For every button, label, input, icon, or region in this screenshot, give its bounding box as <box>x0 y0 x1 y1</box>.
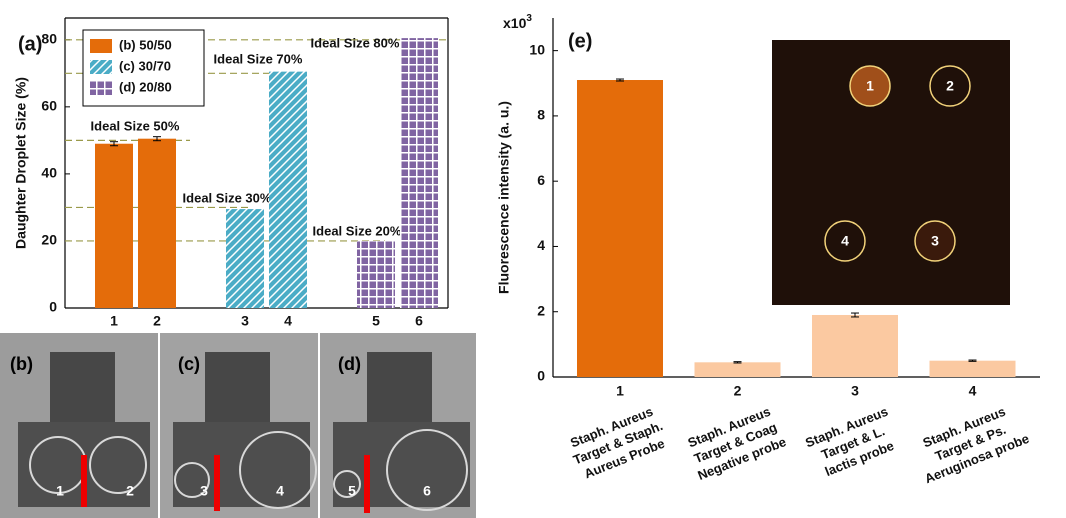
legend-swatch <box>90 39 112 53</box>
legend-label: (d) 20/80 <box>119 79 172 94</box>
spot-label: 3 <box>931 233 939 249</box>
y-tick-label: 0 <box>537 368 545 384</box>
legend-label: (b) 50/50 <box>119 37 172 52</box>
legend-label: (c) 30/70 <box>119 58 171 73</box>
bar <box>577 80 663 377</box>
spot-label: 4 <box>841 233 849 249</box>
y-scale-label: x103 <box>503 13 532 31</box>
y-axis-label: Fluorescence intensity (a. u.) <box>496 101 512 294</box>
inset-background <box>772 40 1010 305</box>
y-tick-label: 80 <box>41 30 57 46</box>
inset-image: 1 2 4 3 <box>772 40 1010 305</box>
figure: (b) (c) (d) 1 2 3 4 5 6 1 2 4 3 02040608… <box>0 0 1066 518</box>
x-tick-label: 1 <box>616 383 624 399</box>
channel <box>50 352 115 422</box>
bar <box>695 362 781 377</box>
reference-label: Ideal Size 20% <box>313 223 402 238</box>
panel-label: (e) <box>568 30 592 52</box>
page: {"chart_data": [ {"type": "bar", "panel_… <box>0 0 1066 518</box>
x-tick-label: 5 <box>372 313 380 329</box>
marker <box>364 455 370 513</box>
spot-label: 1 <box>866 78 874 94</box>
y-tick-label: 8 <box>537 107 545 123</box>
reference-label: Ideal Size 50% <box>91 118 180 133</box>
y-tick-label: 4 <box>537 237 545 253</box>
reference-label: Ideal Size 80% <box>311 35 400 50</box>
x-tick-label: 6 <box>415 313 423 329</box>
y-tick-label: 40 <box>41 165 57 181</box>
bar <box>357 241 395 308</box>
channel <box>205 352 270 422</box>
y-tick-label: 20 <box>41 232 57 248</box>
channel <box>367 352 432 422</box>
x-tick-label: 4 <box>284 313 292 329</box>
marker <box>81 455 87 507</box>
bar <box>226 209 264 308</box>
y-tick-label: 0 <box>49 299 57 315</box>
x-tick-label: 4 <box>969 383 977 399</box>
y-axis-label: Daughter Droplet Size (%) <box>13 77 29 249</box>
droplet-label: 6 <box>423 483 431 499</box>
reference-label: Ideal Size 70% <box>214 51 303 66</box>
bar <box>930 361 1016 377</box>
scale-exponent: 3 <box>526 13 532 24</box>
image-label: (d) <box>338 354 361 374</box>
y-tick-label: 60 <box>41 98 57 114</box>
legend-swatch <box>90 81 112 95</box>
x-tick-label: 1 <box>110 313 118 329</box>
y-tick-label: 6 <box>537 172 545 188</box>
droplet-label: 3 <box>200 483 208 499</box>
x-tick-label: 3 <box>851 383 859 399</box>
bar <box>95 144 133 308</box>
droplet-label: 4 <box>276 483 284 499</box>
spot-label: 2 <box>946 78 954 94</box>
panel-label: (a) <box>18 33 42 55</box>
legend-swatch <box>90 60 112 74</box>
bar <box>269 72 307 308</box>
marker <box>214 455 220 511</box>
y-tick-label: 10 <box>529 41 545 57</box>
bar <box>400 38 438 308</box>
x-tick-label: 3 <box>241 313 249 329</box>
bar <box>138 139 176 308</box>
droplet-label: 5 <box>348 483 356 499</box>
x-tick-label: 2 <box>153 313 161 329</box>
scale-base: x10 <box>503 15 527 31</box>
reference-label: Ideal Size 30% <box>183 190 272 205</box>
x-tick-label: 2 <box>734 383 742 399</box>
droplet-label: 2 <box>126 483 134 499</box>
image-panels: (b) (c) (d) 1 2 3 4 5 6 <box>0 333 476 518</box>
image-label: (b) <box>10 354 33 374</box>
droplet-label: 1 <box>56 483 64 499</box>
image-label: (c) <box>178 354 200 374</box>
bar <box>812 315 898 377</box>
y-tick-label: 2 <box>537 302 545 318</box>
